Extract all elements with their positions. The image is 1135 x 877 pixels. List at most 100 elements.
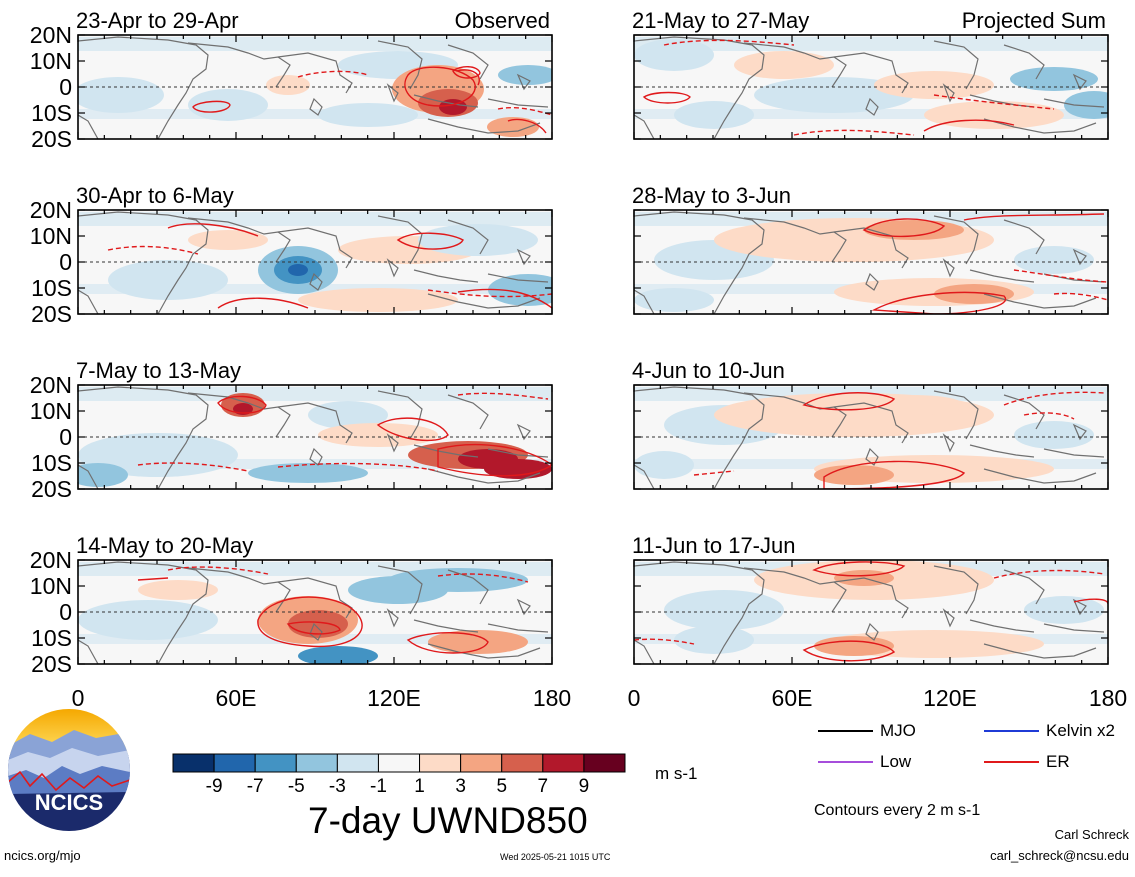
- legend-label-low: Low: [880, 752, 912, 771]
- wind-anomaly-shading: [298, 646, 378, 664]
- er-contour: [406, 632, 489, 654]
- latitude-label: 10S: [31, 275, 72, 301]
- coastline: [78, 639, 99, 664]
- wind-anomaly-shading: [1014, 246, 1094, 274]
- colorbar-tick-label: 1: [414, 776, 425, 797]
- wind-anomaly-shading: [298, 288, 458, 312]
- longitude-label: 0: [72, 685, 85, 711]
- footer-url: ncics.org/mjo: [4, 848, 81, 863]
- coastline: [634, 289, 655, 314]
- longitude-label: 120E: [923, 685, 977, 711]
- footer-email: carl_schreck@ncsu.edu: [990, 848, 1129, 863]
- ncics-logo-text: NCICS: [35, 790, 103, 815]
- wind-anomaly-shading: [874, 71, 994, 99]
- legend: [818, 730, 1039, 763]
- coastline: [634, 114, 655, 139]
- coastline: [487, 98, 549, 108]
- latitude-label: 10N: [30, 398, 72, 424]
- coastline: [413, 444, 479, 458]
- coastline: [634, 464, 655, 489]
- coastline: [1072, 248, 1087, 266]
- coastline: [427, 468, 541, 484]
- panel-period-title: 4-Jun to 10-Jun: [632, 358, 785, 383]
- coastline: [309, 622, 323, 641]
- coastline: [634, 386, 765, 489]
- er-contour: [137, 462, 249, 472]
- wind-anomaly-shading: [754, 77, 914, 113]
- coastline: [413, 619, 479, 633]
- coastline: [277, 227, 353, 269]
- er-contour: [507, 118, 547, 134]
- wind-anomaly-shading: [864, 395, 964, 415]
- figure-title: 7-day UWND850: [308, 800, 588, 841]
- coastline: [865, 97, 879, 116]
- er-contour: [217, 395, 267, 414]
- panel-period-title: 14-May to 20-May: [76, 533, 253, 558]
- latitude-label: 0: [59, 249, 72, 275]
- wind-anomaly-shading: [188, 89, 268, 121]
- coastline: [743, 42, 847, 88]
- coastline: [447, 219, 489, 255]
- coastline: [78, 289, 99, 314]
- legend-label-kelvin: Kelvin x2: [1046, 721, 1115, 740]
- coastline: [309, 97, 323, 116]
- coastline: [969, 444, 1035, 458]
- er-contour: [802, 640, 896, 662]
- colorbar-tick-label: -1: [370, 776, 387, 797]
- coastline: [833, 577, 909, 619]
- latitude-label: 20S: [31, 476, 72, 502]
- latitude-label: 20N: [30, 372, 72, 398]
- coastline: [447, 569, 489, 605]
- coastline: [983, 118, 1097, 134]
- footer-timestamp: Wed 2025-05-21 1015 UTC: [500, 852, 611, 862]
- coastline: [634, 211, 765, 314]
- colorbar-swatch: [295, 753, 338, 773]
- er-contour: [455, 69, 480, 86]
- coastline: [78, 386, 209, 489]
- er-contour: [802, 392, 896, 411]
- coastline: [516, 423, 531, 441]
- coastline: [427, 293, 541, 309]
- wind-anomaly-shading: [674, 101, 754, 129]
- latitude-label: 10N: [30, 223, 72, 249]
- wind-anomaly-shading: [634, 288, 714, 312]
- er-contour: [1023, 412, 1075, 420]
- panel-tag: Projected Sum: [962, 8, 1106, 33]
- wind-anomaly-shading: [318, 423, 438, 447]
- coastline: [427, 643, 541, 659]
- coastline: [277, 402, 353, 444]
- coastline: [634, 36, 765, 139]
- latitude-label: 10S: [31, 100, 72, 126]
- er-contour: [663, 39, 795, 46]
- coastline: [187, 567, 291, 613]
- er-contour: [457, 288, 552, 309]
- longitude-label: 0: [628, 685, 641, 711]
- er-contour: [286, 621, 341, 635]
- longitude-label: 180: [533, 685, 571, 711]
- colorbar-tick-label: 9: [579, 776, 590, 797]
- wind-anomaly-shading: [634, 39, 714, 71]
- wind-anomaly-shading: [924, 101, 1064, 129]
- er-contour: [396, 232, 464, 250]
- panel-tag: Observed: [455, 8, 550, 33]
- coastline: [377, 565, 423, 615]
- coastline: [413, 94, 479, 108]
- wind-anomaly-shading: [308, 401, 388, 429]
- er-contour: [257, 596, 363, 648]
- wind-anomaly-shading: [188, 230, 268, 250]
- colorbar-units: m s-1: [655, 764, 698, 783]
- coastline: [969, 619, 1035, 633]
- latitude-label: 0: [59, 424, 72, 450]
- wind-anomaly-shading: [318, 103, 418, 127]
- colorbar-swatch: [172, 753, 215, 773]
- er-contour: [933, 94, 1055, 110]
- panel-period-title: 28-May to 3-Jun: [632, 183, 791, 208]
- coastline: [743, 567, 847, 613]
- latitude-label: 10N: [30, 48, 72, 74]
- latitude-label: 20N: [30, 197, 72, 223]
- coastline: [78, 464, 99, 489]
- coastline: [187, 42, 291, 88]
- coastline: [386, 608, 399, 628]
- coastline: [942, 608, 955, 628]
